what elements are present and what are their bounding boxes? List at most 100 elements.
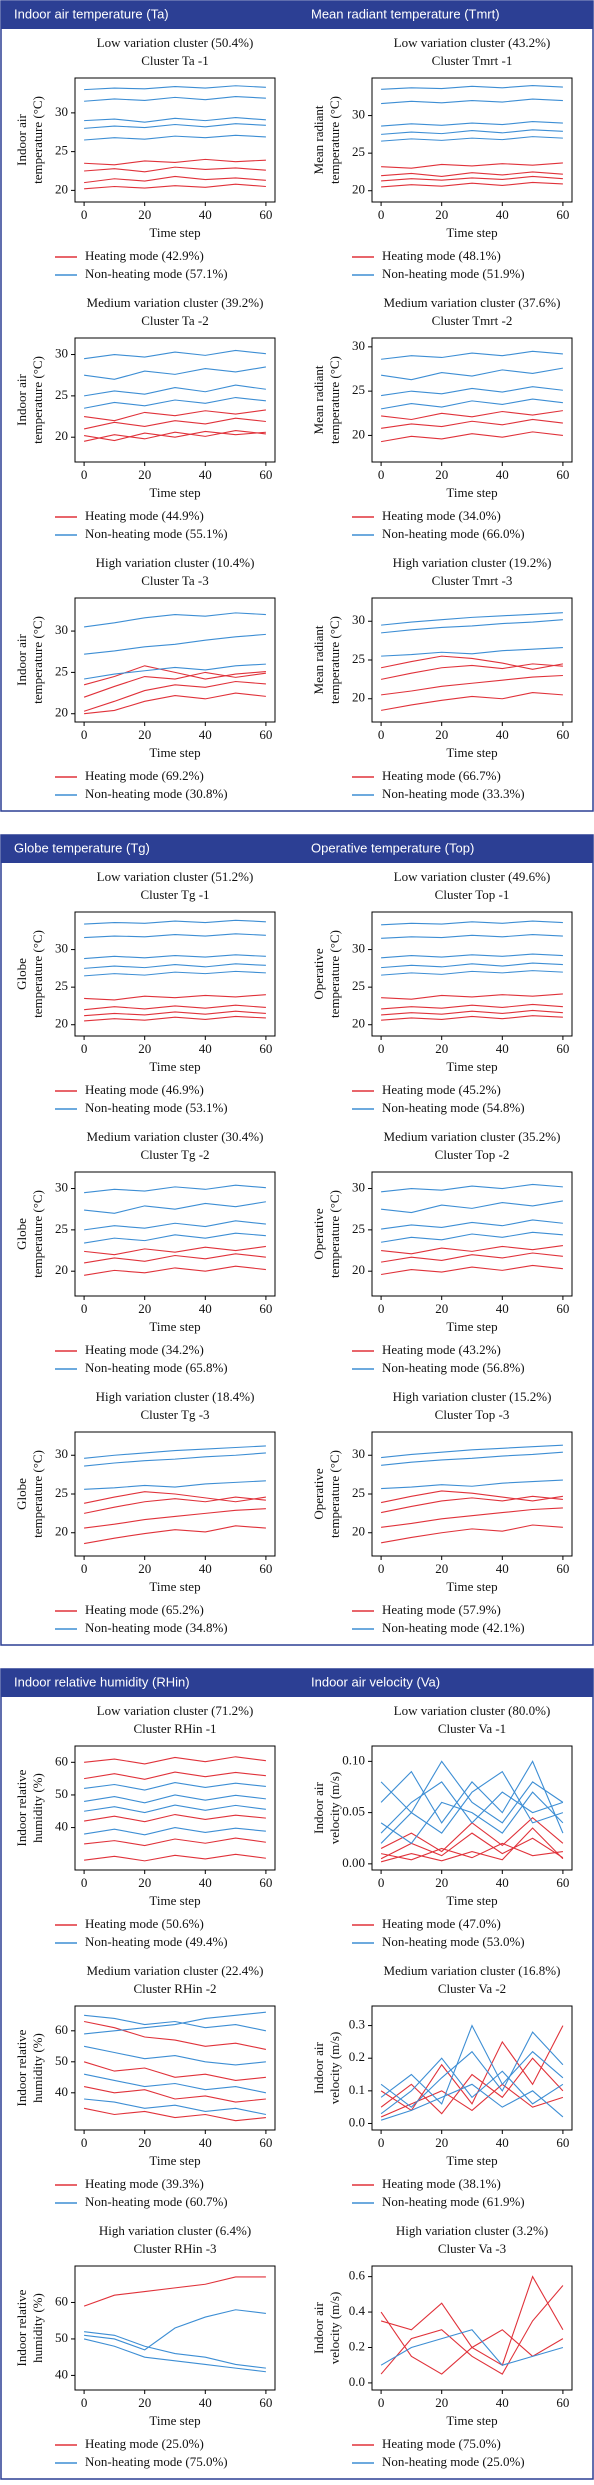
trace (83, 1491, 266, 1504)
trace (84, 633, 266, 655)
x-tick-label: 60 (259, 1875, 272, 1890)
x-tick-label: 0 (378, 1041, 385, 1056)
x-tick-label: 20 (138, 2135, 151, 2150)
trace (84, 96, 266, 102)
trace (381, 350, 563, 360)
legend-label: Heating mode (48.1%) (382, 248, 501, 263)
trace (381, 175, 563, 182)
legend-label: Non-heating mode (30.8%) (85, 786, 228, 801)
trace (84, 158, 266, 166)
y-tick-label: 0.05 (342, 1804, 365, 1819)
y-axis-label: Indoor air (311, 1782, 326, 1834)
y-tick-label: 30 (55, 1180, 68, 1195)
chart-title: Low variation cluster (51.2%) (97, 869, 254, 884)
trace (381, 1015, 563, 1021)
trace (83, 2020, 267, 2050)
trace (83, 2073, 267, 2094)
chart-subtitle: Cluster RHin -1 (133, 1721, 216, 1736)
legend-label: Non-heating mode (54.8%) (382, 1100, 525, 1115)
trace (84, 2309, 266, 2351)
trace (84, 1771, 266, 1780)
trace (381, 674, 563, 696)
legend-label: Heating mode (34.0%) (382, 508, 501, 523)
y-tick-label: 40 (55, 2084, 68, 2099)
y-axis-label: temperature (°C) (30, 1190, 45, 1278)
y-tick-label: 50 (55, 2330, 68, 2345)
trace (380, 2083, 564, 2121)
trace (84, 1853, 266, 1862)
plot-frame (74, 337, 276, 463)
trace (380, 655, 564, 670)
trace (380, 691, 563, 711)
trace (84, 85, 266, 91)
trace (380, 2057, 564, 2115)
trace (84, 1452, 266, 1467)
chart-title: Low variation cluster (80.0%) (394, 1703, 551, 1718)
legend-label: Heating mode (45.2%) (382, 1082, 501, 1097)
chart-title: Low variation cluster (49.6%) (394, 869, 551, 884)
trace (381, 1507, 563, 1528)
y-axis-label: temperature (°C) (327, 356, 342, 444)
trace (84, 1010, 266, 1017)
x-tick-label: 60 (259, 2395, 272, 2410)
trace (84, 123, 266, 129)
trace (84, 1201, 266, 1214)
y-tick-label: 0.4 (349, 2303, 366, 2318)
y-tick-label: 40 (55, 2366, 68, 2381)
x-tick-label: 20 (435, 2135, 448, 2150)
x-tick-label: 0 (81, 2395, 88, 2410)
y-tick-label: 25 (352, 144, 365, 159)
trace (381, 84, 563, 90)
x-tick-label: 40 (496, 2135, 509, 2150)
trace (381, 619, 563, 634)
y-axis-label: Operative (311, 948, 326, 999)
x-tick-label: 40 (199, 467, 212, 482)
legend-label: Non-heating mode (34.8%) (85, 1620, 228, 1635)
trace (84, 1781, 266, 1791)
y-tick-label: 30 (352, 1446, 365, 1461)
x-tick-label: 60 (556, 1875, 569, 1890)
x-tick-label: 0 (378, 207, 385, 222)
legend-label: Non-heating mode (66.0%) (382, 526, 525, 541)
y-tick-label: 20 (352, 426, 365, 441)
y-tick-label: 60 (55, 1753, 68, 1768)
trace (84, 1245, 266, 1256)
y-tick-label: 0.00 (342, 1855, 365, 1870)
x-tick-label: 60 (259, 207, 272, 222)
trace (380, 431, 563, 443)
x-tick-label: 60 (259, 467, 272, 482)
trace (83, 665, 266, 686)
trace (381, 129, 563, 135)
y-axis-label: temperature (°C) (327, 616, 342, 704)
x-tick-label: 0 (81, 467, 88, 482)
trace (83, 680, 266, 712)
x-tick-label: 60 (556, 1301, 569, 1316)
x-tick-label: 0 (81, 1041, 88, 1056)
y-axis-label: Operative (311, 1468, 326, 1519)
trace (84, 384, 266, 397)
y-axis-label: Mean radiant (311, 365, 326, 434)
trace (84, 612, 266, 628)
y-axis-label: Globe (14, 958, 29, 990)
trace (381, 647, 563, 657)
y-tick-label: 25 (352, 1485, 365, 1500)
chart-title: Medium variation cluster (37.6%) (384, 295, 561, 310)
chart-title: Medium variation cluster (39.2%) (87, 295, 264, 310)
trace (84, 116, 266, 123)
x-tick-label: 40 (496, 207, 509, 222)
legend-label: Non-heating mode (61.9%) (382, 2194, 525, 2209)
y-tick-label: 20 (352, 182, 365, 197)
trace (84, 970, 266, 977)
trace (381, 136, 563, 142)
x-tick-label: 20 (435, 1875, 448, 1890)
plot-frame (371, 1171, 573, 1297)
legend-label: Non-heating mode (75.0%) (85, 2454, 228, 2469)
trace (381, 171, 563, 178)
plot-frame (74, 597, 276, 723)
x-axis-label: Time step (446, 485, 497, 500)
trace (84, 692, 266, 715)
trace (84, 1794, 266, 1804)
trace (381, 1264, 563, 1276)
trace (381, 1003, 563, 1010)
